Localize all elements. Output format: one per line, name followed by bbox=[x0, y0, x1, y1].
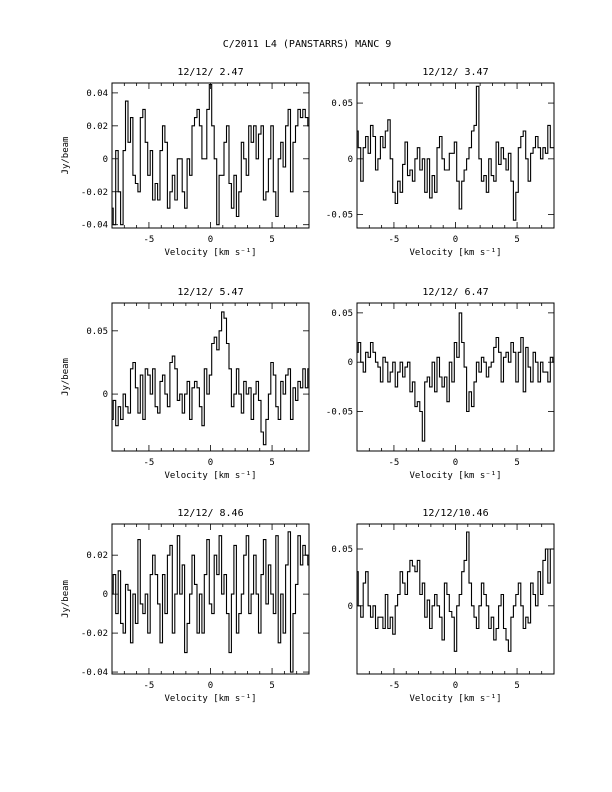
panels: 12/12/ 2.47 -5 0 5 -0.04 -0.02 0 0.02 0.04 Veloci… bbox=[61, 67, 555, 704]
x-tick-label: 5 bbox=[514, 458, 519, 468]
x-tick-label: 5 bbox=[514, 235, 519, 245]
y-tick-label: 0.05 bbox=[86, 327, 108, 337]
y-tick-label: 0 bbox=[348, 358, 353, 368]
plot-frame bbox=[356, 302, 555, 452]
x-tick-label: 0 bbox=[208, 235, 213, 245]
y-tick-label: 0.05 bbox=[331, 99, 353, 109]
x-tick-label: 5 bbox=[514, 681, 519, 691]
y-axis-label: Jy/beam bbox=[61, 137, 71, 175]
chart-panel-3: 12/12/ 5.47 -5 0 5 0 0.05 Velocity [km s⁻¹] Jy/… bbox=[61, 287, 310, 481]
y-tick-label: 0 bbox=[348, 155, 353, 165]
x-tick-label: 0 bbox=[453, 458, 458, 468]
x-tick-label: 0 bbox=[208, 458, 213, 468]
spectrum-series-line bbox=[357, 85, 554, 221]
page-title: C/2011 L4 (PANSTARRS) MANC 9 bbox=[223, 39, 392, 50]
chart-panel-4: 12/12/ 6.47 -5 0 5 -0.05 0 0.05 Velocity [km s⁻… bbox=[326, 287, 555, 481]
y-tick-label: 0.02 bbox=[86, 122, 108, 132]
x-tick-label: -5 bbox=[144, 681, 155, 691]
spectrum-series-line bbox=[112, 84, 309, 226]
x-axis-label: Velocity [km s⁻¹] bbox=[409, 694, 501, 704]
x-tick-label: -5 bbox=[389, 681, 400, 691]
chart-panel-6: 12/12/10.46 -5 0 5 0 0.05 Velocity [km s⁻¹] bbox=[331, 508, 555, 704]
y-axis-label: Jy/beam bbox=[61, 358, 71, 396]
panel-title: 12/12/ 2.47 bbox=[177, 67, 243, 78]
x-axis-label: Velocity [km s⁻¹] bbox=[409, 248, 501, 258]
spectrum-series-line bbox=[357, 312, 554, 442]
x-axis-label: Velocity [km s⁻¹] bbox=[409, 471, 501, 481]
x-tick-label: -5 bbox=[389, 458, 400, 468]
y-tick-label: 0.02 bbox=[86, 551, 108, 561]
x-tick-label: -5 bbox=[389, 235, 400, 245]
panel-title: 12/12/ 3.47 bbox=[422, 67, 488, 78]
y-axis-label: Jy/beam bbox=[61, 580, 71, 618]
x-tick-label: 5 bbox=[269, 458, 274, 468]
y-tick-label: 0 bbox=[103, 590, 108, 600]
y-tick-label: 0 bbox=[348, 602, 353, 612]
chart-panel-2: 12/12/ 3.47 -5 0 5 -0.05 0 0.05 Velocity [km s⁻… bbox=[326, 67, 555, 258]
x-axis-label: Velocity [km s⁻¹] bbox=[164, 248, 256, 258]
y-tick-label: -0.05 bbox=[326, 408, 353, 418]
x-tick-label: 5 bbox=[269, 235, 274, 245]
spectrum-series-line bbox=[112, 531, 309, 673]
y-tick-label: -0.05 bbox=[326, 211, 353, 221]
panel-title: 12/12/ 5.47 bbox=[177, 287, 243, 298]
panel-title: 12/12/ 6.47 bbox=[422, 287, 488, 298]
x-axis-label: Velocity [km s⁻¹] bbox=[164, 694, 256, 704]
y-tick-label: 0.05 bbox=[331, 309, 353, 319]
plot-frame bbox=[111, 302, 310, 452]
panel-title: 12/12/10.46 bbox=[422, 508, 488, 519]
y-tick-label: -0.04 bbox=[81, 221, 108, 231]
y-tick-label: -0.02 bbox=[81, 188, 108, 198]
x-tick-label: 5 bbox=[269, 681, 274, 691]
y-tick-label: -0.04 bbox=[81, 668, 108, 678]
x-axis-label: Velocity [km s⁻¹] bbox=[164, 471, 256, 481]
x-tick-label: 0 bbox=[453, 235, 458, 245]
y-tick-label: 0 bbox=[103, 155, 108, 165]
y-tick-label: 0 bbox=[103, 390, 108, 400]
spectrum-series-line bbox=[357, 531, 554, 652]
panel-title: 12/12/ 8.46 bbox=[177, 508, 243, 519]
chart-panel-5: 12/12/ 8.46 -5 0 5 -0.04 -0.02 0 0.02 Velocity [… bbox=[61, 508, 310, 704]
y-tick-label: -0.02 bbox=[81, 629, 108, 639]
y-tick-label: 0.05 bbox=[331, 545, 353, 555]
spectrum-series-line bbox=[112, 311, 309, 446]
x-tick-label: -5 bbox=[144, 458, 155, 468]
plot-frame bbox=[111, 82, 310, 229]
x-tick-label: 0 bbox=[208, 681, 213, 691]
x-tick-label: 0 bbox=[453, 681, 458, 691]
plot-frame bbox=[111, 523, 310, 675]
x-tick-label: -5 bbox=[144, 235, 155, 245]
chart-panel-1: 12/12/ 2.47 -5 0 5 -0.04 -0.02 0 0.02 0.04 Veloci… bbox=[61, 67, 310, 258]
plot-frame bbox=[356, 82, 555, 229]
y-tick-label: 0.04 bbox=[86, 89, 108, 99]
